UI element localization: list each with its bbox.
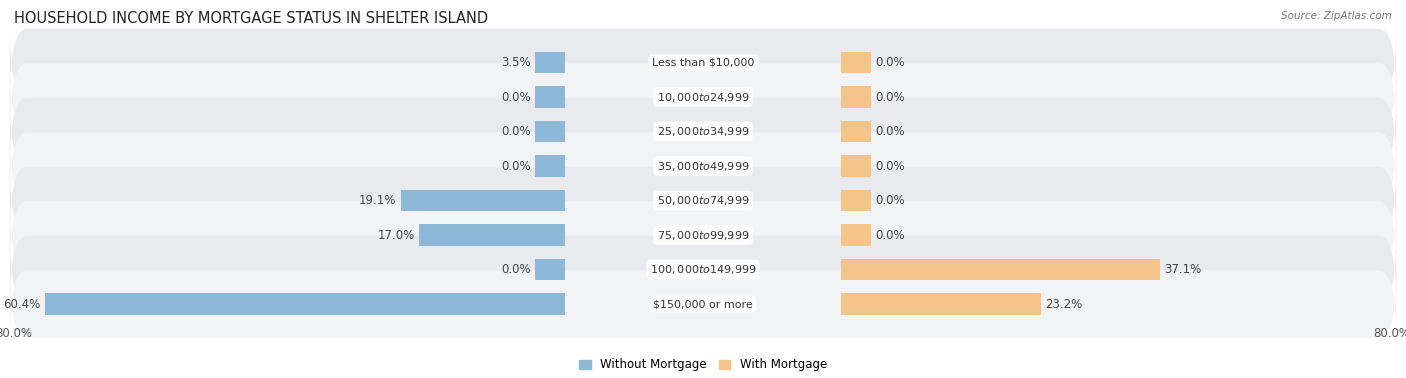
Legend: Without Mortgage, With Mortgage: Without Mortgage, With Mortgage — [574, 354, 832, 376]
FancyBboxPatch shape — [10, 28, 1396, 98]
Text: 17.0%: 17.0% — [377, 229, 415, 242]
FancyBboxPatch shape — [10, 200, 1396, 270]
Bar — [841, 225, 870, 246]
Text: 0.0%: 0.0% — [501, 160, 531, 173]
FancyBboxPatch shape — [10, 234, 1396, 305]
Text: 0.0%: 0.0% — [501, 263, 531, 276]
Bar — [419, 225, 565, 246]
Text: 0.0%: 0.0% — [875, 160, 905, 173]
Text: $35,000 to $49,999: $35,000 to $49,999 — [657, 160, 749, 173]
Text: 0.0%: 0.0% — [875, 125, 905, 138]
Text: 3.5%: 3.5% — [501, 56, 531, 69]
Text: 23.2%: 23.2% — [1045, 297, 1083, 311]
Text: $50,000 to $74,999: $50,000 to $74,999 — [657, 194, 749, 207]
FancyBboxPatch shape — [10, 166, 1396, 236]
Bar — [536, 259, 565, 280]
FancyBboxPatch shape — [10, 96, 1396, 167]
Text: 37.1%: 37.1% — [1164, 263, 1202, 276]
Text: Less than $10,000: Less than $10,000 — [652, 57, 754, 68]
Text: $10,000 to $24,999: $10,000 to $24,999 — [657, 91, 749, 104]
Text: 0.0%: 0.0% — [875, 229, 905, 242]
Bar — [841, 52, 870, 73]
Text: 0.0%: 0.0% — [875, 56, 905, 69]
FancyBboxPatch shape — [10, 269, 1396, 339]
Bar — [536, 52, 565, 73]
Text: Source: ZipAtlas.com: Source: ZipAtlas.com — [1281, 11, 1392, 21]
Bar — [841, 259, 1160, 280]
Text: $100,000 to $149,999: $100,000 to $149,999 — [650, 263, 756, 276]
Text: $25,000 to $34,999: $25,000 to $34,999 — [657, 125, 749, 138]
Text: 0.0%: 0.0% — [501, 91, 531, 104]
Bar — [841, 293, 1040, 315]
Text: $75,000 to $99,999: $75,000 to $99,999 — [657, 229, 749, 242]
Bar — [401, 190, 565, 211]
FancyBboxPatch shape — [10, 62, 1396, 132]
Bar — [536, 87, 565, 108]
Text: $150,000 or more: $150,000 or more — [654, 299, 752, 309]
Bar — [536, 155, 565, 177]
Bar — [536, 121, 565, 142]
Text: 60.4%: 60.4% — [3, 297, 41, 311]
Bar — [841, 121, 870, 142]
Bar — [841, 155, 870, 177]
FancyBboxPatch shape — [10, 131, 1396, 201]
Bar — [841, 190, 870, 211]
Bar — [45, 293, 565, 315]
Text: HOUSEHOLD INCOME BY MORTGAGE STATUS IN SHELTER ISLAND: HOUSEHOLD INCOME BY MORTGAGE STATUS IN S… — [14, 11, 488, 26]
Text: 19.1%: 19.1% — [359, 194, 396, 207]
Text: 0.0%: 0.0% — [501, 125, 531, 138]
Text: 0.0%: 0.0% — [875, 91, 905, 104]
Text: 0.0%: 0.0% — [875, 194, 905, 207]
Bar — [841, 87, 870, 108]
